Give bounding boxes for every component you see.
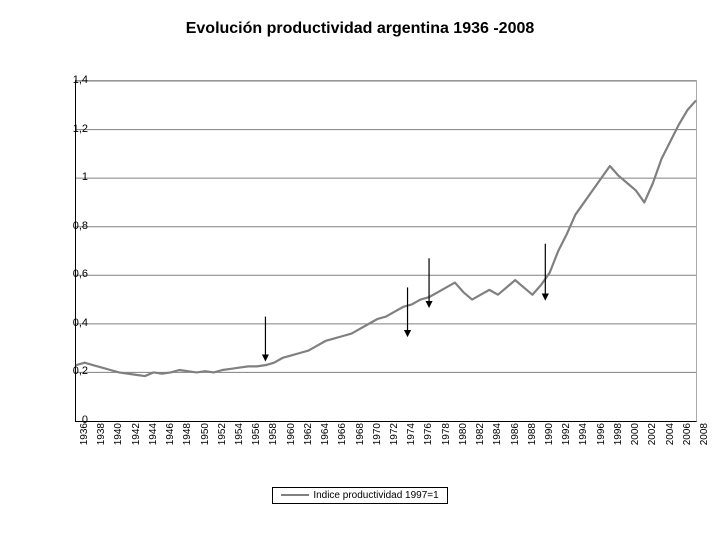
chart-title: Evolución productividad argentina 1936 -… [0,20,720,38]
x-tick-label: 1996 [596,423,607,445]
x-tick-label: 1944 [148,423,159,445]
x-tick-label: 1966 [337,423,348,445]
x-tick-label: 2004 [665,423,676,445]
x-tick-label: 2000 [630,423,641,445]
x-tick-label: 1998 [613,423,624,445]
x-tick-label: 1938 [96,423,107,445]
x-tick-label: 1958 [268,423,279,445]
legend-item: Indice productividad 1997=1 [272,487,447,504]
x-tick-label: 2008 [699,423,710,445]
x-tick-label: 1990 [544,423,555,445]
y-tick-label: 0,4 [58,317,88,329]
x-tick-label: 1970 [372,423,383,445]
x-tick-label: 1982 [475,423,486,445]
x-tick-label: 1968 [355,423,366,445]
x-tick-label: 1976 [423,423,434,445]
y-tick-label: 0,6 [58,268,88,280]
x-tick-label: 1994 [578,423,589,445]
y-tick-label: 1,2 [58,123,88,135]
x-tick-label: 1956 [251,423,262,445]
legend-label: Indice productividad 1997=1 [313,490,438,501]
y-tick-label: 0,8 [58,220,88,232]
x-tick-label: 1988 [527,423,538,445]
x-tick-label: 1940 [113,423,124,445]
x-tick-label: 2006 [682,423,693,445]
x-tick-label: 1946 [165,423,176,445]
x-tick-label: 1992 [561,423,572,445]
x-tick-label: 1974 [406,423,417,445]
x-tick-label: 1950 [200,423,211,445]
x-tick-label: 1952 [217,423,228,445]
x-tick-label: 1962 [303,423,314,445]
x-tick-label: 1954 [234,423,245,445]
x-tick-label: 1964 [320,423,331,445]
x-tick-label: 1986 [510,423,521,445]
x-tick-label: 1948 [182,423,193,445]
legend-line-swatch [281,494,309,496]
x-tick-label: 1984 [492,423,503,445]
chart-container: Evolución productividad argentina 1936 -… [0,0,720,540]
y-tick-label: 1 [58,171,88,183]
x-tick-label: 1980 [458,423,469,445]
x-tick-label: 1960 [286,423,297,445]
legend: Indice productividad 1997=1 [0,483,720,504]
x-tick-label: 1942 [131,423,142,445]
x-tick-label: 1978 [441,423,452,445]
y-tick-label: 0,2 [58,365,88,377]
series-svg [76,81,696,421]
plot-area [75,80,697,422]
x-tick-label: 2002 [647,423,658,445]
x-tick-label: 1972 [389,423,400,445]
y-tick-label: 1,4 [58,74,88,86]
series-line [76,100,696,376]
x-tick-label: 1936 [79,423,90,445]
